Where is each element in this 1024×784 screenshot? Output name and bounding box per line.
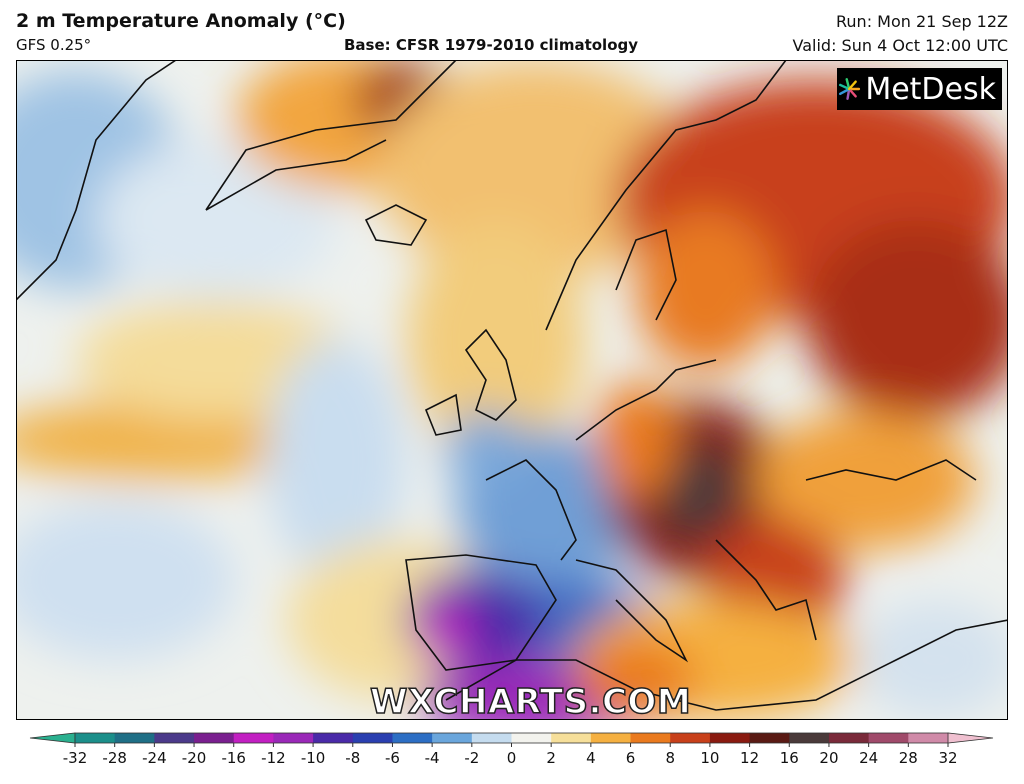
colorbar-tick-label: -24: [142, 749, 167, 767]
colorbar-segment: [511, 733, 552, 743]
anomaly-field: [16, 60, 1008, 720]
colorbar-segment: [114, 733, 155, 743]
colorbar-tick-label: 24: [859, 749, 878, 767]
colorbar-end: [947, 732, 994, 744]
colorbar-tick-label: 16: [780, 749, 799, 767]
colorbar-segment: [590, 733, 632, 743]
colorbar-segment: [551, 733, 592, 743]
colorbar-tick-label: -28: [102, 749, 127, 767]
colorbar-segment: [709, 733, 751, 743]
colorbar-tick-label: -8: [345, 749, 360, 767]
colorbar-end: [29, 732, 76, 744]
colorbar-segment: [908, 733, 949, 743]
watermark: WXCHARTS.COM: [369, 681, 692, 723]
colorbar-tick-label: 12: [740, 749, 759, 767]
colorbar-segment: [154, 733, 195, 743]
colorbar-tick-label: 8: [665, 749, 675, 767]
colorbar-tick-label: 6: [626, 749, 636, 767]
colorbar-segment: [313, 733, 354, 743]
base-label: Base: CFSR 1979-2010 climatology: [344, 36, 639, 54]
map-title: 2 m Temperature Anomaly (°C): [16, 10, 346, 32]
model-label: GFS 0.25°: [16, 36, 92, 54]
colorbar-tick-label: -16: [221, 749, 246, 767]
colorbar-tick-label: -2: [464, 749, 479, 767]
run-label: Run: Mon 21 Sep 12Z: [836, 12, 1008, 31]
colorbar-segment: [432, 733, 473, 743]
colorbar-tick-label: 0: [507, 749, 517, 767]
valid-label: Valid: Sun 4 Oct 12:00 UTC: [792, 36, 1008, 55]
colorbar-tick-label: -10: [301, 749, 326, 767]
map-frame: [16, 60, 1008, 720]
colorbar-segment: [75, 733, 116, 743]
colorbar: -32 -28 -24 -20 -16 -12 -10 -8 -6 -4 -2 0 2 4 6 8 10 12 16…: [29, 732, 994, 767]
colorbar-tick-label: -6: [385, 749, 400, 767]
coastlines: [16, 60, 1008, 711]
colorbar-segment: [194, 733, 235, 743]
colorbar-segment: [749, 733, 790, 743]
colorbar-tick-label: -12: [261, 749, 286, 767]
logo-text: MetDesk: [865, 71, 996, 107]
anomaly-map: [16, 60, 1008, 720]
colorbar-tick-label: 10: [700, 749, 719, 767]
colorbar-segment: [233, 733, 274, 743]
colorbar-segment: [868, 733, 909, 743]
colorbar-segment: [273, 733, 314, 743]
colorbar-segment: [392, 733, 433, 743]
colorbar-tick-label: -4: [425, 749, 440, 767]
logo: MetDesk: [837, 68, 1002, 110]
colorbar-tick-label: 20: [819, 749, 838, 767]
colorbar-tick-label: -32: [63, 749, 88, 767]
colorbar-segment: [789, 733, 830, 743]
logo-icon: [839, 78, 861, 100]
colorbar-tick-label: 32: [938, 749, 957, 767]
colorbar-segment: [352, 733, 393, 743]
colorbar-segment: [471, 733, 512, 743]
colorbar-segment: [828, 733, 870, 743]
colorbar-segment: [670, 733, 711, 743]
colorbar-tick-label: 4: [586, 749, 596, 767]
colorbar-tick-label: 28: [899, 749, 918, 767]
colorbar-tick-label: 2: [546, 749, 556, 767]
colorbar-tick-label: -20: [182, 749, 207, 767]
colorbar-segment: [630, 733, 671, 743]
